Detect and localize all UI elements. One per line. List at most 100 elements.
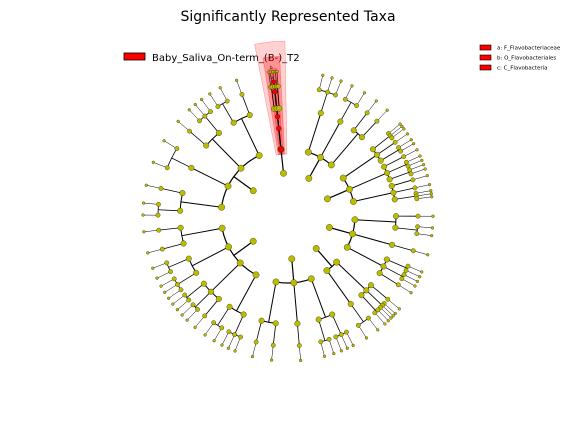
taxon-node-83	[392, 140, 398, 145]
family-stem	[327, 77, 333, 93]
family-stem	[275, 71, 277, 87]
order-stem-3-0-0	[372, 135, 391, 150]
taxon-node-207	[203, 333, 207, 337]
taxon-node-116	[414, 196, 420, 202]
family-stem	[236, 80, 243, 95]
family-stem	[400, 143, 414, 152]
taxon-node-198	[233, 349, 237, 353]
class-stem-3-2	[353, 192, 394, 202]
order-stem-4-0-1	[395, 227, 418, 231]
class-stem-7-3	[181, 227, 223, 237]
taxon-node-125	[430, 226, 435, 230]
taxon-node-63	[350, 84, 354, 88]
clade-legend-swatch-c	[479, 64, 492, 71]
taxon-node-29	[215, 104, 221, 109]
taxon-node-173	[351, 343, 355, 348]
taxon-node-228	[171, 276, 177, 282]
order-stem-4-2-1	[383, 266, 404, 278]
family-stem	[368, 317, 378, 331]
taxon-node-140	[415, 279, 419, 283]
taxon-node-192	[253, 339, 259, 345]
taxon-node-237	[159, 246, 165, 252]
family-stem	[143, 202, 159, 205]
taxon-node-20	[215, 130, 222, 136]
taxon-node-69	[374, 99, 378, 103]
taxon-node-142	[413, 284, 417, 288]
taxon-node-94	[384, 169, 390, 176]
taxon-node-119	[351, 216, 359, 224]
taxon-node-67	[350, 127, 357, 134]
taxon-node-199	[232, 332, 237, 337]
taxon-node-34	[239, 92, 245, 97]
taxon-node-113	[429, 189, 433, 193]
taxon-node-27	[255, 152, 263, 159]
taxon-node-164	[347, 300, 354, 307]
taxon-node-55	[321, 73, 325, 77]
family-stem	[270, 72, 273, 87]
family-stem	[376, 110, 388, 122]
class-stem-4-1	[352, 233, 393, 246]
taxon-node-231	[168, 269, 173, 275]
taxon-node-135	[420, 270, 424, 274]
taxon-node-186	[299, 358, 303, 362]
taxon-node-10	[224, 182, 232, 190]
order-stem-7-1-0	[204, 298, 220, 317]
order-stem-7-1-2	[186, 283, 205, 298]
class-stem-0-3	[241, 118, 260, 156]
family-stem	[299, 345, 301, 361]
taxon-node-111	[391, 196, 398, 203]
family-stem	[168, 289, 182, 299]
tree-edges	[143, 71, 434, 361]
family-stem	[398, 284, 412, 293]
taxon-node-168	[364, 336, 368, 340]
taxon-node-131	[426, 253, 430, 257]
order-stem-4-2-0	[386, 259, 408, 269]
family-stem	[366, 100, 377, 114]
taxon-node-122	[431, 214, 435, 218]
taxon-node-195	[252, 271, 260, 279]
order-stem-3-1-0	[383, 156, 404, 168]
class-stem-6-2	[268, 281, 277, 323]
order-stem-3-1-1	[386, 163, 408, 174]
order-stem-6-2-0	[272, 323, 277, 346]
taxon-node-178	[315, 316, 322, 323]
taxon-node-197	[238, 334, 243, 340]
taxon-node-77	[398, 122, 402, 126]
taxon-node-102	[408, 171, 414, 177]
taxon-node-227	[163, 290, 167, 294]
taxon-node-205	[212, 339, 216, 343]
taxon-node-153	[393, 311, 397, 316]
taxon-node-32	[218, 86, 222, 90]
taxon-node-134	[405, 263, 411, 269]
taxon-node-86	[396, 145, 401, 150]
taxon-node-222	[225, 243, 232, 251]
taxon-node-170	[307, 275, 315, 283]
family-stem	[318, 75, 324, 90]
order-stem-3-2-2	[394, 195, 417, 200]
taxon-node-215	[190, 302, 196, 308]
family-stem	[189, 109, 200, 121]
taxon-node-233	[164, 260, 170, 266]
taxon-node-79	[400, 124, 404, 128]
taxon-node-141	[399, 276, 405, 282]
class-stem-2-0	[307, 112, 322, 153]
family-stem	[228, 334, 235, 349]
family-stem	[380, 307, 392, 319]
taxon-node-99	[386, 176, 393, 183]
family-stem	[391, 128, 405, 139]
family-stem	[413, 250, 428, 255]
class-stem-6-1	[293, 282, 298, 324]
taxon-node-108	[390, 189, 397, 196]
clade-letter-a: a	[271, 75, 274, 80]
family-stem	[407, 265, 422, 273]
family-stem	[204, 322, 214, 336]
taxon-node-68	[364, 110, 370, 116]
taxon-node-200	[226, 346, 230, 350]
taxon-node-208	[236, 259, 244, 267]
family-stem	[195, 104, 206, 117]
class-stem-0-2	[211, 138, 242, 169]
taxon-node-159	[375, 307, 381, 313]
taxon-node-72	[385, 108, 389, 112]
taxon-node-201	[226, 329, 232, 335]
order-stem-5-0-2	[361, 294, 377, 312]
